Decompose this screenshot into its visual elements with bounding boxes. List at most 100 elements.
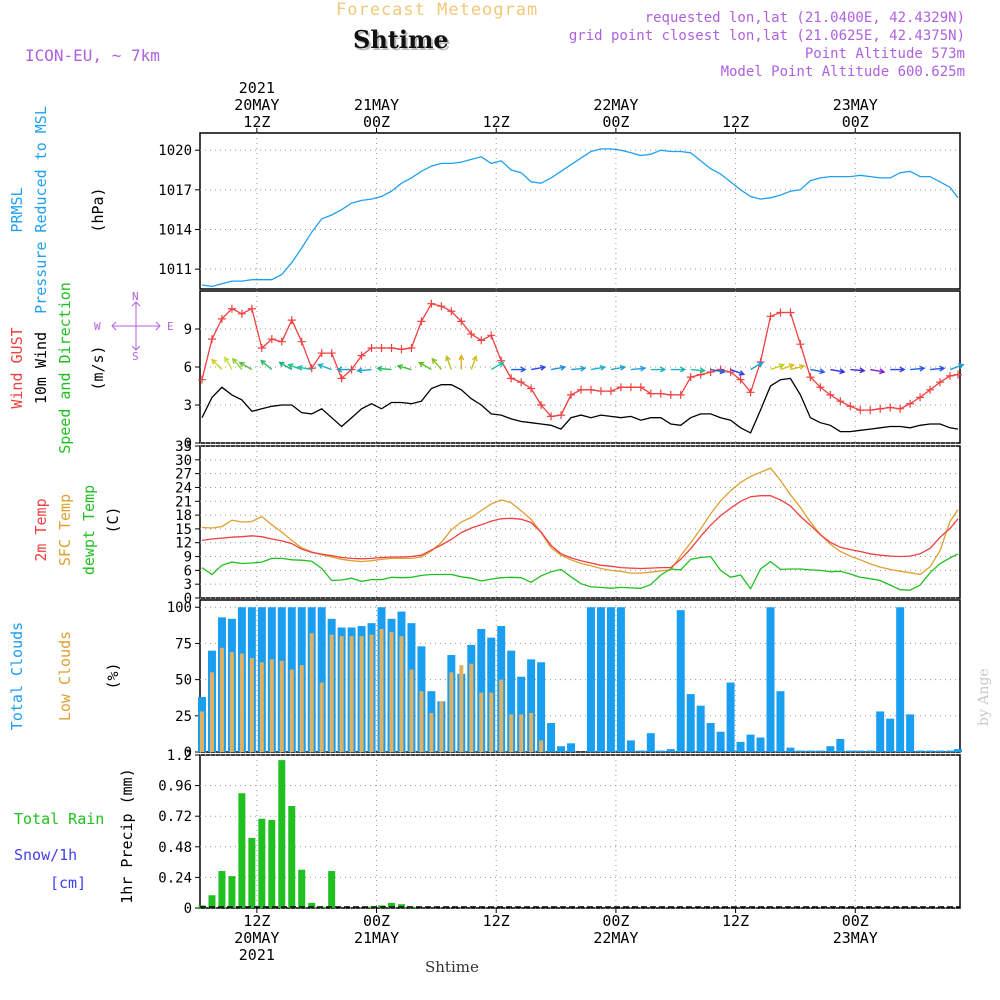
requested-coordinates: requested lon,lat (21.0400E, 42.4329N)	[644, 10, 965, 26]
gust-marker	[826, 390, 835, 399]
low-clouds-bar	[429, 712, 434, 752]
low-clouds-bar	[289, 669, 294, 752]
total-clouds-bar	[916, 750, 925, 752]
wind-direction-arrow	[211, 358, 223, 371]
total-clouds-bar	[876, 711, 885, 752]
low-clouds-bar	[329, 634, 334, 752]
gust-marker	[267, 335, 276, 344]
gust-marker	[776, 308, 785, 317]
y-tick-label: 25	[175, 709, 192, 725]
gust-marker	[527, 384, 536, 393]
wind-direction-arrow	[930, 365, 946, 372]
y-tick-label: 0	[184, 591, 192, 607]
pressure-unit: (hPa)	[89, 187, 107, 232]
gust-marker	[237, 309, 246, 318]
wind-direction-arrow	[531, 364, 547, 371]
wind-direction-arrow	[418, 361, 432, 371]
total-clouds-bar	[706, 723, 715, 752]
gust-marker	[886, 403, 895, 412]
gust-marker	[297, 337, 306, 346]
wind-direction-arrow	[550, 364, 567, 371]
total-clouds-bar	[586, 607, 595, 752]
pressure-title-2: Pressure Reduced to MSL	[32, 106, 50, 314]
wind-direction-arrow	[259, 359, 273, 371]
total-clouds-bar	[716, 731, 725, 752]
rain-bar	[208, 895, 216, 908]
gust-marker	[876, 404, 885, 413]
total-clouds-bar	[936, 750, 945, 752]
y-tick-label: 18	[175, 508, 192, 524]
bottom-time-label: 12Z	[483, 912, 510, 930]
low-clouds-bar	[229, 652, 234, 752]
total-rain-title: Total Rain	[14, 810, 104, 828]
total-clouds-bar	[666, 749, 675, 752]
gust-marker	[916, 393, 925, 402]
gust-marker	[547, 412, 556, 421]
rain-bar	[397, 904, 405, 908]
wind-direction-arrow	[610, 364, 627, 371]
gust-marker	[586, 385, 595, 394]
low-clouds-bar	[339, 636, 344, 752]
low-clouds-bar	[499, 679, 504, 752]
gust-marker	[616, 383, 625, 392]
y-tick-label: 1.2	[167, 748, 192, 764]
wind-direction-arrow	[570, 365, 587, 372]
total-clouds-title: Total Clouds	[8, 622, 26, 730]
gust-marker	[467, 330, 476, 339]
low-clouds-bar	[539, 740, 544, 752]
total-clouds-bar	[726, 682, 735, 752]
rain-bar	[298, 869, 306, 908]
gust-marker	[636, 383, 645, 392]
bottom-time-label: 00Z	[602, 912, 629, 930]
gust-marker	[397, 345, 406, 354]
low-clouds-title: Low Clouds	[56, 631, 74, 721]
gust-marker	[786, 308, 795, 317]
gust-marker	[337, 374, 346, 383]
low-clouds-bar	[379, 628, 384, 752]
location-title: Shtime	[353, 25, 449, 54]
clouds-unit: (%)	[104, 662, 122, 689]
gust-marker	[557, 411, 566, 420]
gust-marker	[806, 373, 815, 382]
gust-marker	[387, 344, 396, 352]
watermark-text: by Angel	[976, 668, 992, 726]
low-clouds-bar	[389, 631, 394, 752]
wind-direction-arrow	[730, 368, 746, 376]
bottom-time-label: 2021	[239, 946, 275, 964]
gust-marker	[277, 337, 286, 346]
rain-bar	[268, 820, 276, 908]
y-tick-label: 1017	[158, 183, 192, 199]
total-clouds-bar	[776, 691, 785, 752]
bottom-time-label: 12Z	[722, 912, 749, 930]
total-clouds-bar	[766, 607, 775, 752]
low-clouds-bar	[279, 660, 284, 752]
gust-marker	[487, 331, 496, 340]
wind-direction-arrow	[296, 364, 312, 371]
wind-direction-arrow	[376, 365, 392, 372]
author-watermark: by Angel	[976, 668, 992, 726]
gust-marker	[816, 383, 825, 392]
wind-direction-arrow	[750, 361, 764, 371]
gust-marker	[836, 397, 845, 406]
wind-direction-arrow	[490, 361, 505, 371]
total-clouds-bar	[656, 750, 665, 752]
y-tick-label: 0	[184, 901, 192, 917]
total-clouds-bar	[906, 714, 915, 752]
compass-arrows	[111, 301, 161, 351]
wind-direction-arrow	[910, 365, 926, 372]
low-clouds-bar	[209, 672, 214, 752]
gust-marker	[287, 316, 296, 325]
rain-bar	[248, 837, 256, 908]
rain-bar	[228, 876, 236, 908]
y-tick-label: 9	[184, 322, 192, 338]
y-tick-label: 6	[184, 360, 192, 376]
temp-unit: (C)	[104, 506, 122, 533]
low-clouds-bar	[479, 692, 484, 752]
gust-marker	[896, 404, 905, 413]
gust-marker	[477, 336, 486, 345]
snow-title: Snow/1h	[14, 846, 77, 864]
gust-marker	[846, 402, 855, 411]
gust-marker	[866, 406, 875, 415]
low-clouds-bar	[419, 691, 424, 752]
